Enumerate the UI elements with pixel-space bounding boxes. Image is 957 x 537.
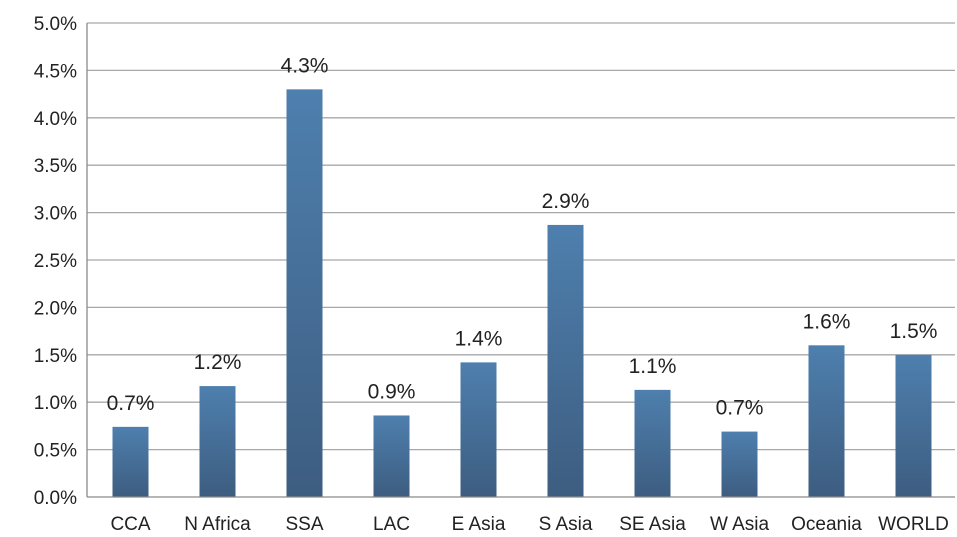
data-label: 1.2% — [194, 351, 242, 374]
bar — [460, 362, 497, 497]
x-axis-category-labels: CCA N Africa SSA LAC E Asia S Asia SE Asia W As… — [110, 514, 948, 535]
y-tick-label: 2.5% — [34, 251, 77, 272]
x-category-label: N Africa — [184, 514, 251, 535]
bar — [112, 426, 149, 497]
y-tick-label: 1.0% — [34, 393, 77, 414]
x-category-label: W Asia — [710, 514, 770, 535]
data-labels: 0.7% 1.2% 4.3% 0.9% 1.4% 2.9% 1.1% 0.7% 1.6% 1.5% — [107, 54, 938, 419]
data-label: 0.9% — [368, 380, 416, 403]
y-tick-label: 4.5% — [34, 61, 77, 82]
x-category-label: SE Asia — [619, 514, 686, 535]
bar — [286, 89, 323, 498]
x-category-label: CCA — [110, 514, 150, 535]
y-tick-label: 1.5% — [34, 346, 77, 367]
y-tick-label: 5.0% — [34, 14, 77, 35]
y-tick-label: 3.5% — [34, 156, 77, 177]
data-label: 4.3% — [281, 54, 329, 77]
y-axis-tick-labels: 0.0% 0.5% 1.0% 1.5% 2.0% 2.5% 3.0% 3.5% 4.0% 4.5%… — [34, 14, 77, 509]
data-label: 1.5% — [890, 320, 938, 343]
y-tick-label: 3.0% — [34, 204, 77, 225]
bars — [112, 89, 932, 498]
y-tick-label: 2.0% — [34, 298, 77, 319]
bar — [373, 415, 410, 497]
bar — [721, 431, 758, 497]
bar — [634, 389, 671, 497]
x-category-label: WORLD — [878, 514, 949, 535]
x-category-label: LAC — [373, 514, 410, 535]
data-label: 1.1% — [629, 355, 677, 378]
x-category-label: S Asia — [539, 514, 593, 535]
data-label: 0.7% — [107, 392, 155, 415]
y-tick-label: 0.0% — [34, 488, 77, 509]
x-category-label: E Asia — [452, 514, 506, 535]
x-category-label: SSA — [285, 514, 323, 535]
bar — [808, 345, 845, 497]
y-tick-label: 4.0% — [34, 109, 77, 130]
data-label: 2.9% — [542, 190, 590, 213]
y-tick-label: 0.5% — [34, 441, 77, 462]
bar — [199, 386, 236, 497]
data-label: 1.4% — [455, 327, 503, 350]
bar — [547, 224, 584, 497]
data-label: 0.7% — [716, 397, 764, 420]
bar — [895, 354, 932, 497]
data-label: 1.6% — [803, 310, 851, 333]
x-category-label: Oceania — [791, 514, 862, 535]
